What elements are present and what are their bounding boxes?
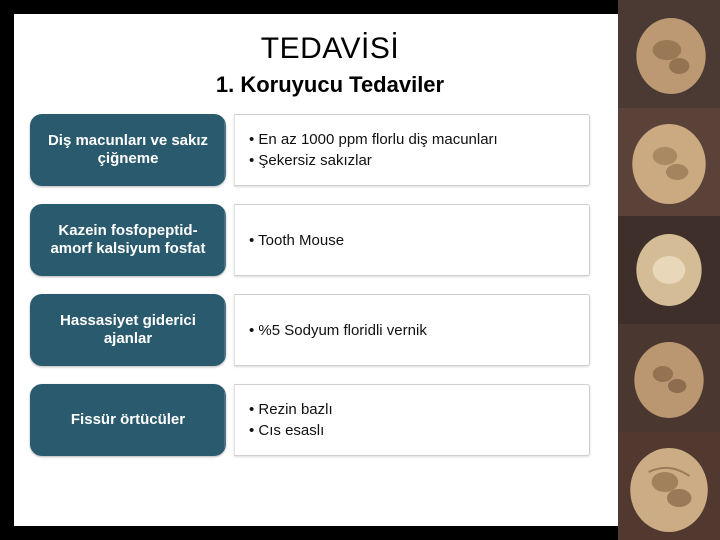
bullet: • Rezin bazlı — [249, 399, 575, 420]
page-subtitle: 1. Koruyucu Tedaviler — [0, 72, 690, 98]
tooth-image-5 — [618, 432, 720, 540]
bullet: • Cıs esaslı — [249, 420, 575, 441]
bullet-text: Tooth Mouse — [258, 232, 344, 249]
tooth-image-1 — [618, 0, 720, 108]
bullet-text: %5 Sodyum floridli vernik — [258, 322, 426, 339]
row-desensitizer: Hassasiyet giderici ajanlar • %5 Sodyum … — [30, 294, 590, 366]
row-fissure: Fissür örtücüler • Rezin bazlı • Cıs esa… — [30, 384, 590, 456]
bullet: • Tooth Mouse — [249, 230, 575, 251]
treatment-rows: Diş macunları ve sakız çiğneme • En az 1… — [30, 114, 590, 456]
tooth-image-4 — [618, 324, 720, 432]
row-details: • En az 1000 ppm florlu diş macunları • … — [234, 114, 590, 186]
row-toothpaste: Diş macunları ve sakız çiğneme • En az 1… — [30, 114, 590, 186]
page-title: TEDAVİSİ — [0, 32, 690, 66]
row-casein: Kazein fosfopeptid-amorf kalsiyum fosfat… — [30, 204, 590, 276]
bullet-text: Cıs esaslı — [258, 422, 324, 439]
bullet-text: En az 1000 ppm florlu diş macunları — [258, 131, 497, 148]
row-label: Hassasiyet giderici ajanlar — [30, 294, 226, 366]
bullet: • En az 1000 ppm florlu diş macunları — [249, 129, 575, 150]
bullet: • %5 Sodyum floridli vernik — [249, 320, 575, 341]
row-label: Fissür örtücüler — [30, 384, 226, 456]
row-details: • Tooth Mouse — [234, 204, 590, 276]
tooth-image-3 — [618, 216, 720, 324]
bullet: • Şekersiz sakızlar — [249, 150, 575, 171]
side-image-column — [618, 0, 720, 540]
bullet-text: Şekersiz sakızlar — [258, 152, 371, 169]
row-details: • Rezin bazlı • Cıs esaslı — [234, 384, 590, 456]
bullet-text: Rezin bazlı — [258, 401, 332, 418]
tooth-image-2 — [618, 108, 720, 216]
row-label: Diş macunları ve sakız çiğneme — [30, 114, 226, 186]
row-label: Kazein fosfopeptid-amorf kalsiyum fosfat — [30, 204, 226, 276]
row-details: • %5 Sodyum floridli vernik — [234, 294, 590, 366]
